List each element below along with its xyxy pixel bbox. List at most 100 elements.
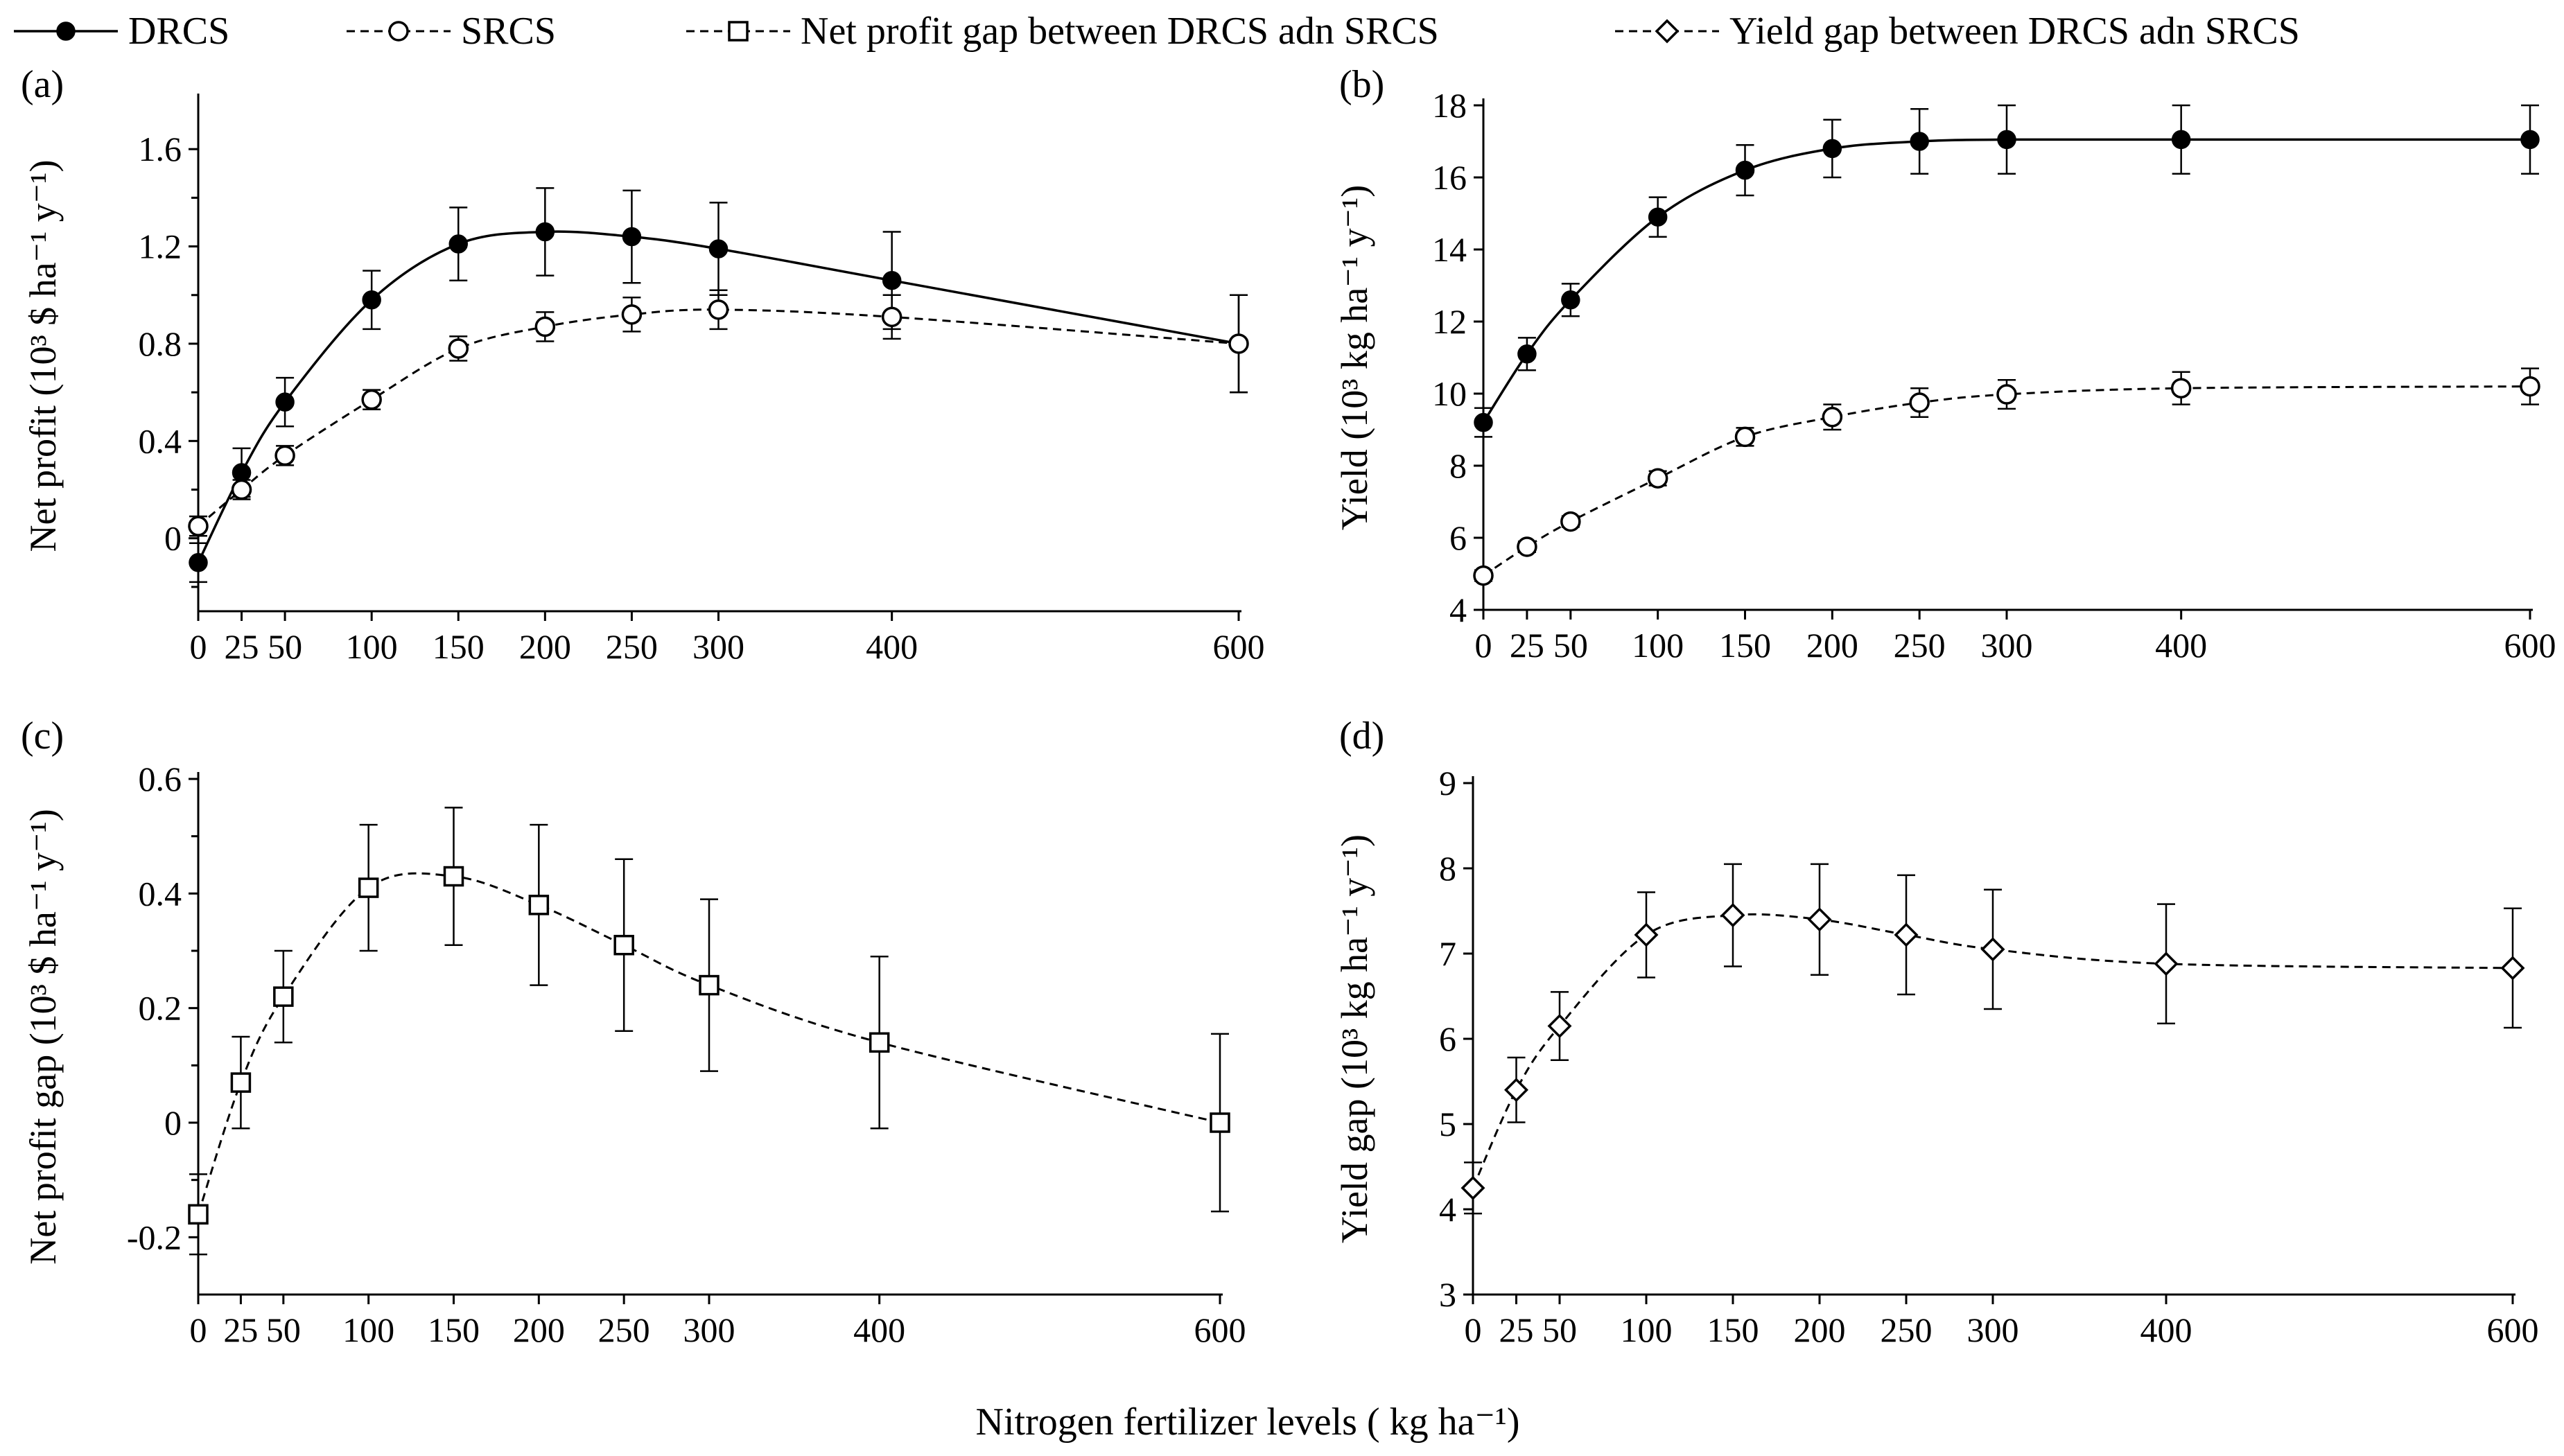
data-point <box>362 290 381 310</box>
data-point <box>613 934 634 956</box>
panel-tag: (c) <box>21 714 64 757</box>
legend-item: DRCS <box>14 10 229 53</box>
x-tick-label: 600 <box>2487 1310 2539 1349</box>
y-tick-label: 0 <box>164 519 182 558</box>
y-tick-label: 16 <box>1432 158 1467 197</box>
legend-marker <box>388 21 409 42</box>
y-tick-label: 6 <box>1439 1019 1456 1058</box>
x-axis-title: Nitrogen fertilizer levels ( kg ha⁻¹) <box>976 1401 1520 1444</box>
data-point <box>1517 536 1537 557</box>
series-drcs <box>189 187 1248 584</box>
legend: DRCS SRCS Net profit gap between DRCS adn … <box>14 10 2300 53</box>
x-tick-label: 25 <box>225 627 259 666</box>
legend-marker <box>56 21 76 41</box>
data-point <box>1210 1112 1230 1133</box>
x-tick-label: 300 <box>692 627 744 666</box>
series-drcs <box>1474 104 2540 438</box>
data-point <box>1648 207 1668 227</box>
panel-d: (d) Yield gap (10³ kg ha⁻¹ y⁻¹) 3 4 5 6 7 8 9 0 25… <box>1334 714 2539 1349</box>
data-point <box>1547 1014 1572 1039</box>
x-tick-label: 250 <box>606 627 658 666</box>
y-tick-label: 0.8 <box>139 324 182 363</box>
data-point <box>1517 344 1537 364</box>
series-srcs <box>1473 367 2540 586</box>
panel-a: (a) Net profit (10³ $ ha⁻¹ y⁻¹) 0 0.4 0.8 1.2… <box>21 63 1265 666</box>
data-point <box>1894 922 1919 947</box>
data-point <box>275 392 295 412</box>
data-point <box>2520 376 2540 397</box>
data-point <box>2520 130 2540 150</box>
y-axis-title: Yield (10³ kg ha⁻¹ y⁻¹) <box>1334 185 1375 531</box>
data-point <box>2171 130 2191 150</box>
data-point <box>2170 378 2192 398</box>
y-tick-label: 4 <box>1449 590 1467 629</box>
x-tick-label: 400 <box>2155 626 2207 665</box>
data-point <box>189 553 208 572</box>
data-point <box>1228 333 1249 354</box>
x-tick-label: 100 <box>1632 626 1684 665</box>
x-tick-label: 300 <box>1981 626 2033 665</box>
legend-label: DRCS <box>128 10 229 53</box>
legend-label: Net profit gap between DRCS adn SRCS <box>801 10 1439 53</box>
data-point <box>535 222 555 242</box>
x-tick-label: 50 <box>268 627 302 666</box>
x-tick-label: 200 <box>519 627 571 666</box>
x-tick-label: 50 <box>1553 626 1588 665</box>
y-tick-label: 8 <box>1439 849 1456 888</box>
data-point <box>443 866 464 887</box>
data-point <box>1560 511 1581 532</box>
y-tick-label: -0.2 <box>127 1218 182 1256</box>
data-point <box>230 1072 252 1093</box>
y-axis-title: Net profit (10³ $ ha⁻¹ y⁻¹) <box>22 160 64 552</box>
data-point <box>1473 565 1494 586</box>
legend-marker <box>1655 19 1680 44</box>
legend-item: Net profit gap between DRCS adn SRCS <box>686 10 1439 53</box>
data-point <box>1735 160 1755 180</box>
y-tick-label: 6 <box>1449 518 1467 557</box>
y-tick-label: 1.2 <box>139 227 182 266</box>
legend-label: Yield gap between DRCS adn SRCS <box>1729 10 2300 53</box>
y-tick-label: 3 <box>1439 1275 1456 1314</box>
x-tick-label: 400 <box>866 627 918 666</box>
series-net-profit-gap-between-drcs-adn-srcs <box>188 807 1230 1256</box>
y-axis-title: Yield gap (10³ kg ha⁻¹ y⁻¹) <box>1334 834 1375 1243</box>
x-tick-label: 50 <box>1542 1310 1577 1349</box>
x-tick-label: 0 <box>190 1310 207 1349</box>
data-point <box>528 895 550 915</box>
data-point <box>1910 132 1929 151</box>
data-point <box>1980 937 2005 962</box>
data-point <box>1822 407 1843 428</box>
x-tick-label: 200 <box>1806 626 1858 665</box>
x-tick-label: 100 <box>1621 1310 1673 1349</box>
series-line <box>198 308 1239 527</box>
data-point <box>1822 139 1842 159</box>
data-point <box>1996 384 2017 405</box>
y-tick-label: 4 <box>1439 1190 1456 1229</box>
data-point <box>882 270 902 290</box>
panel-tag: (d) <box>1339 714 1384 757</box>
y-tick-label: 0 <box>164 1103 182 1142</box>
x-tick-label: 300 <box>683 1310 735 1349</box>
series-srcs <box>188 289 1249 537</box>
x-tick-label: 0 <box>1475 626 1492 665</box>
y-tick-label: 9 <box>1439 764 1456 802</box>
y-tick-label: 10 <box>1432 374 1467 413</box>
data-point <box>358 877 379 898</box>
data-point <box>1807 907 1832 932</box>
data-point <box>1734 426 1756 448</box>
y-tick-label: 0.6 <box>139 760 182 798</box>
data-point <box>699 974 720 996</box>
y-tick-label: 8 <box>1449 446 1467 485</box>
y-tick-label: 0.2 <box>139 989 182 1028</box>
data-point <box>188 1204 209 1225</box>
x-tick-label: 150 <box>1719 626 1771 665</box>
data-point <box>881 306 902 328</box>
y-tick-label: 0.4 <box>139 874 182 913</box>
data-point <box>188 516 209 536</box>
data-point <box>1909 392 1930 413</box>
x-tick-label: 100 <box>342 1310 394 1349</box>
data-point <box>361 389 382 410</box>
x-tick-label: 150 <box>433 627 485 666</box>
x-tick-label: 400 <box>2140 1310 2192 1349</box>
